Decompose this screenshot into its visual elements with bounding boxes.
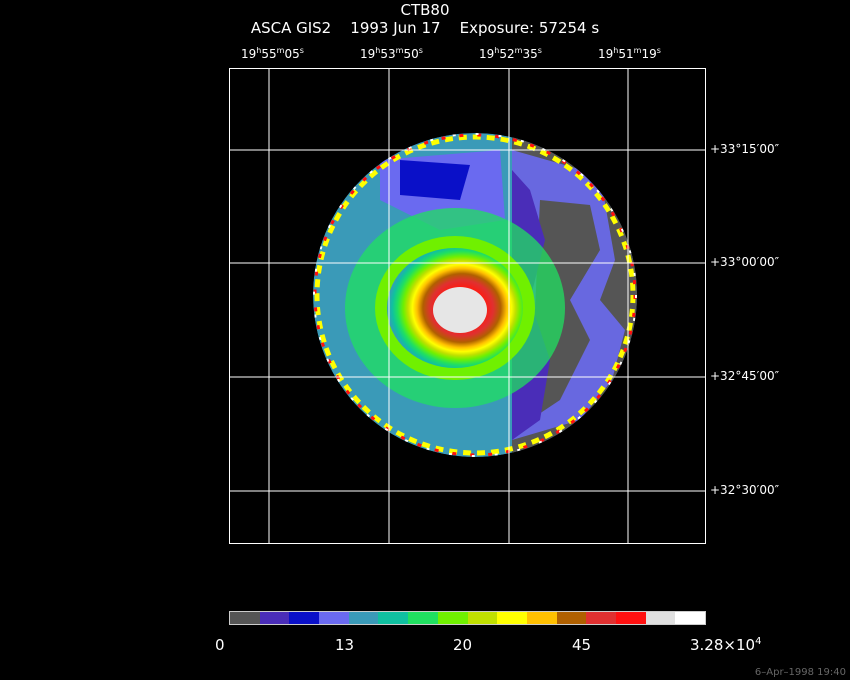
colorbar-swatch xyxy=(497,612,527,624)
colorbar-swatch xyxy=(230,612,260,624)
colorbar-label-max: 3.28×104 xyxy=(690,636,762,654)
coordinate-grid xyxy=(229,68,705,543)
colorbar-label-4: 45 xyxy=(572,636,592,654)
colorbar-swatch xyxy=(526,612,557,624)
colorbar-swatch xyxy=(675,612,705,624)
ra-label-3: 19h52m35s xyxy=(479,46,542,61)
colorbar-swatch xyxy=(556,612,587,624)
colorbar-swatch xyxy=(615,612,646,624)
dec-label-2: +33°00′00″ xyxy=(710,255,780,269)
colorbar-swatch xyxy=(319,612,349,624)
colorbar xyxy=(229,611,706,625)
ra-label-2: 19h53m50s xyxy=(360,46,423,61)
colorbar-swatch xyxy=(408,612,438,624)
colorbar-label-min: 0 xyxy=(215,636,225,654)
colorbar-swatch xyxy=(289,612,320,624)
ra-label-1: 19h55m05s xyxy=(241,46,304,61)
colorbar-swatch xyxy=(437,612,468,624)
dec-label-3: +32°45′00″ xyxy=(710,369,780,383)
colorbar-swatch xyxy=(645,612,676,624)
ra-label-4: 19h51m19s xyxy=(598,46,661,61)
colorbar-label-3: 20 xyxy=(453,636,473,654)
timestamp: 6–Apr–1998 19:40 xyxy=(754,667,846,678)
object-title: CTB80 xyxy=(400,1,450,19)
dec-label-1: +33°15′00″ xyxy=(710,142,780,156)
colorbar-swatch xyxy=(378,612,409,624)
observation-subtitle: ASCA GIS2 1993 Jun 17 Exposure: 57254 s xyxy=(250,19,600,37)
colorbar-swatch xyxy=(348,612,379,624)
colorbar-label-2: 13 xyxy=(335,636,355,654)
colorbar-swatch xyxy=(467,612,498,624)
colorbar-swatch xyxy=(259,612,290,624)
colorbar-swatch xyxy=(586,612,616,624)
dec-label-4: +32°30′00″ xyxy=(710,483,780,497)
plot-frame xyxy=(229,68,706,544)
detector-field xyxy=(313,133,637,457)
